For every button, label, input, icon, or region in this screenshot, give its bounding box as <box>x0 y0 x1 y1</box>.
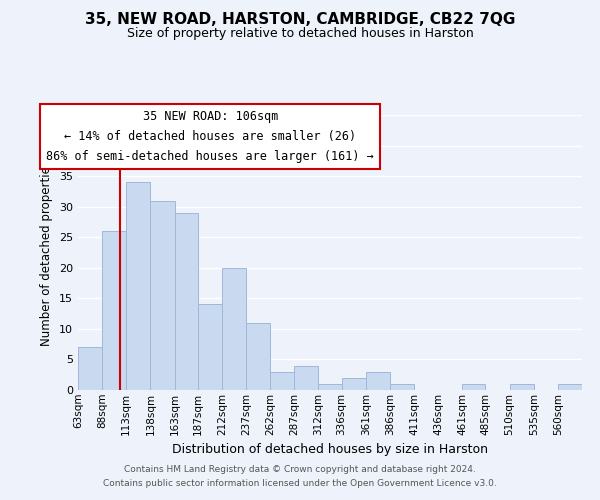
Bar <box>319 384 341 390</box>
Bar <box>509 384 534 390</box>
Text: Contains HM Land Registry data © Crown copyright and database right 2024.
Contai: Contains HM Land Registry data © Crown c… <box>103 466 497 487</box>
Y-axis label: Number of detached properties: Number of detached properties <box>40 160 53 346</box>
Bar <box>198 304 222 390</box>
Bar <box>246 323 270 390</box>
Bar <box>151 200 175 390</box>
Bar <box>366 372 390 390</box>
Bar <box>175 213 198 390</box>
Text: Size of property relative to detached houses in Harston: Size of property relative to detached ho… <box>127 28 473 40</box>
Bar <box>558 384 582 390</box>
Text: 35, NEW ROAD, HARSTON, CAMBRIDGE, CB22 7QG: 35, NEW ROAD, HARSTON, CAMBRIDGE, CB22 7… <box>85 12 515 28</box>
Bar <box>78 347 102 390</box>
Text: 35 NEW ROAD: 106sqm
← 14% of detached houses are smaller (26)
86% of semi-detach: 35 NEW ROAD: 106sqm ← 14% of detached ho… <box>46 110 374 163</box>
Bar <box>341 378 366 390</box>
Bar <box>126 182 151 390</box>
Bar <box>462 384 485 390</box>
Bar <box>102 231 126 390</box>
Bar <box>270 372 294 390</box>
Bar <box>222 268 246 390</box>
Bar <box>390 384 414 390</box>
X-axis label: Distribution of detached houses by size in Harston: Distribution of detached houses by size … <box>172 443 488 456</box>
Bar <box>294 366 319 390</box>
